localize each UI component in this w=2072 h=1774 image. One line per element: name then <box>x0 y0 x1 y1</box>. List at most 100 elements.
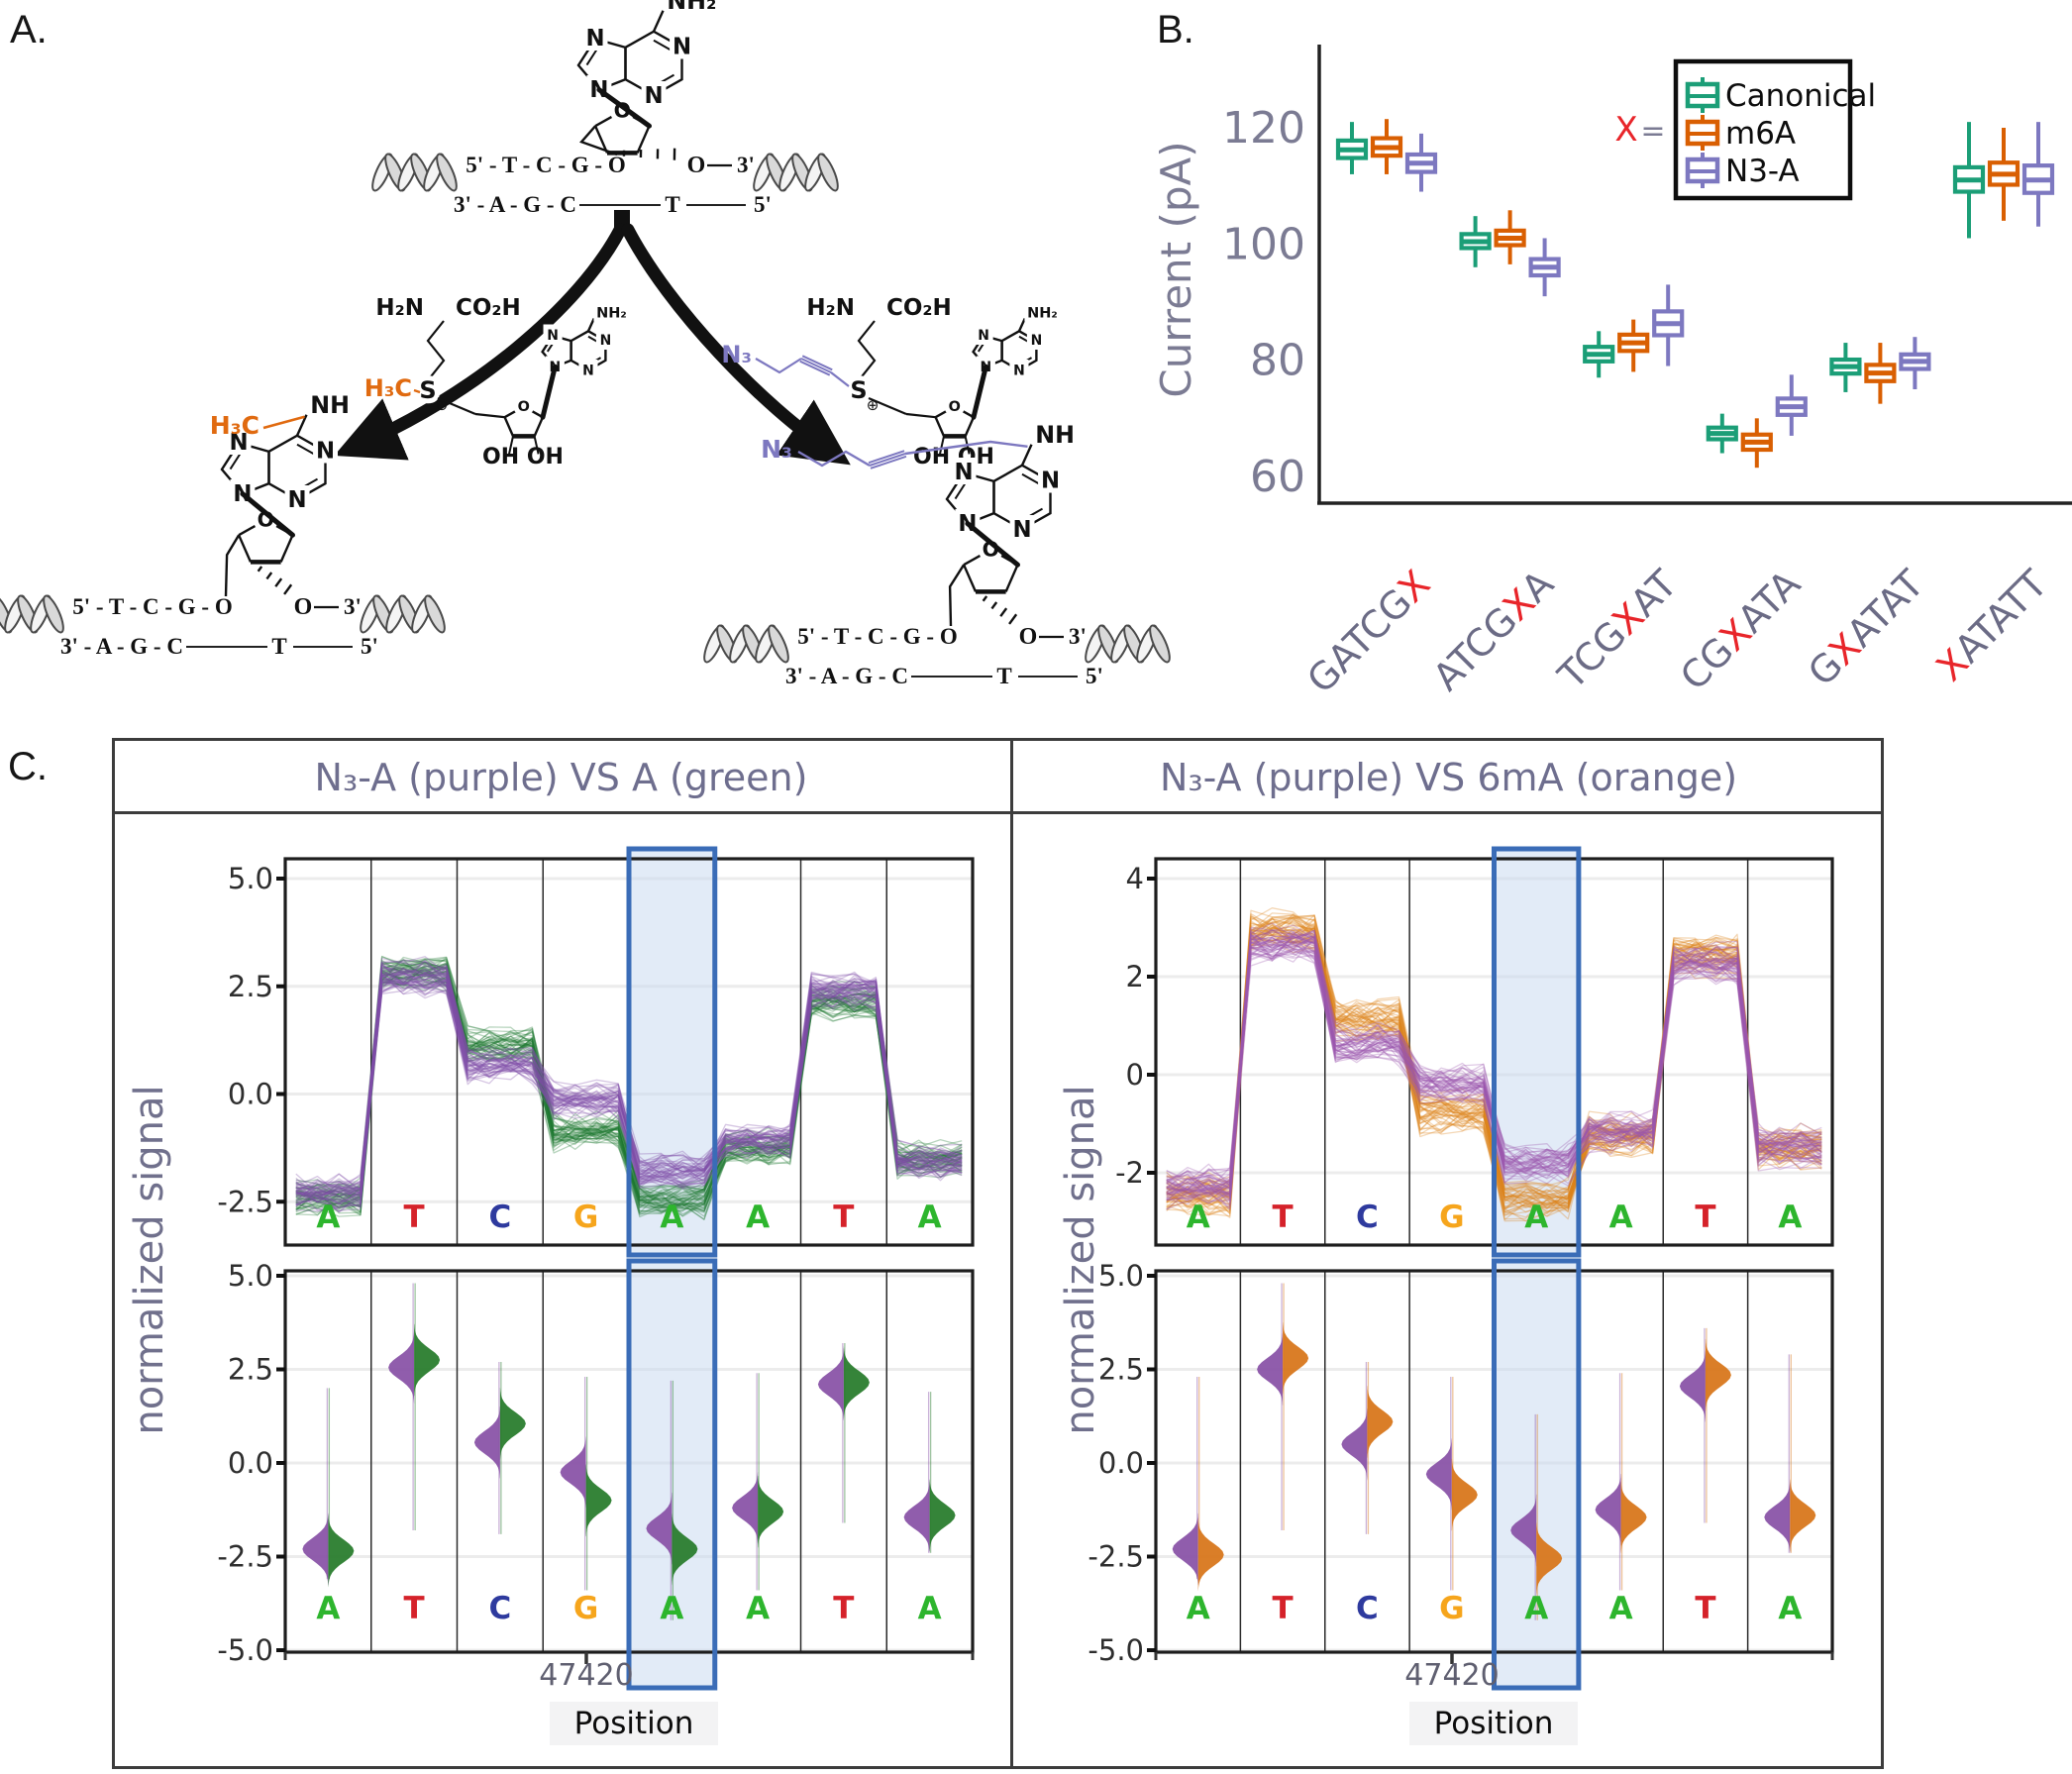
atom-label-n: N <box>1031 333 1043 349</box>
base-letter-T: T <box>1695 1200 1715 1235</box>
atom-label-n: N <box>955 460 974 485</box>
y-tick-label: 5.0 <box>228 862 273 895</box>
right-x-axis-title: Position <box>1409 1702 1578 1745</box>
atom-label-o: O <box>949 399 961 415</box>
violin-half <box>1425 1438 1452 1511</box>
y-axis-title: Current (pA) <box>1152 141 1200 397</box>
highlight-fill <box>629 1261 715 1688</box>
left-x-tick-label: 47420 <box>539 1658 634 1693</box>
violin-half <box>1257 1333 1284 1406</box>
chemistry-scheme: N N N N NH₂ O 5' - T - C - G - O O 3' 3' - A - G … <box>0 0 1171 688</box>
atom-label-o: O <box>294 594 313 620</box>
atom-label-n: N <box>582 363 594 378</box>
panel-c-frame <box>112 738 1884 1769</box>
sequence-top: 5' - T - C - G - O <box>797 624 957 649</box>
base-letter-A: A <box>660 1200 683 1235</box>
base-letter-G: G <box>1439 1200 1464 1235</box>
panel-b-label: B. <box>1157 8 1194 52</box>
panel-c-left-title: N₃-A (purple) VS A (green) <box>314 756 808 799</box>
y-tick-label: 0.0 <box>1098 1446 1144 1480</box>
y-tick-label: -5.0 <box>217 1633 273 1667</box>
sequence-bottom: 3' - A - G - C <box>454 192 576 217</box>
left-violin-subplot: A T C G A A T A 5.0 2.5 0.0 -2.5 -5.0 <box>217 1258 975 1691</box>
atom-label-s: S <box>850 376 867 404</box>
y-tick-label: 80 <box>1250 336 1305 386</box>
oh-labels: OH OH <box>482 445 564 470</box>
sequence-bottom: 3' - A - G - C <box>785 664 908 688</box>
panel-a-chemistry-diagram: N N N N NH₂ O 5' - T - C - G - O O 3' 3' - A - G … <box>0 0 1171 688</box>
atom-label-n: N <box>1041 469 1060 494</box>
sequence-top: 5' - T - C - G - O <box>72 594 232 619</box>
base-letter-A: A <box>316 1591 340 1626</box>
violin-half <box>758 1475 784 1548</box>
x-category-label: TCGXAT <box>1549 562 1686 698</box>
base-letter-A: A <box>1524 1591 1548 1626</box>
highlight-fill <box>1494 849 1579 1255</box>
prime3-label: 3' <box>737 153 755 177</box>
base-letter-T: T <box>404 1591 425 1626</box>
violin-half <box>843 1346 870 1418</box>
base-letter-A: A <box>1609 1200 1633 1235</box>
violin-half <box>302 1513 329 1586</box>
violin-half <box>1341 1408 1368 1481</box>
amine-label: NH₂ <box>667 0 716 15</box>
violin-half <box>672 1513 698 1586</box>
h2n-label: H₂N <box>806 295 855 321</box>
box-series-N3-A <box>1404 122 2055 436</box>
y-tick-label: 2.5 <box>228 970 273 1003</box>
legend-x-symbol: X <box>1614 110 1637 150</box>
violin-half <box>560 1436 586 1509</box>
dna-helix-icon <box>1085 624 1171 664</box>
co2h-label: CO₂H <box>456 295 521 321</box>
panel-c-label: C. <box>8 745 48 788</box>
trace-series-6mA (orange) <box>1166 907 1822 1222</box>
box-series-m6A <box>1370 119 2020 469</box>
h2n-label: H₂N <box>375 295 424 321</box>
y-tick-label: 0.0 <box>228 1078 273 1111</box>
panel-c-divider <box>1010 738 1013 1769</box>
y-tick-label: 100 <box>1222 219 1305 269</box>
right-traces-subplot: A T C G A A T A 4 2 0 -2 <box>1115 846 1834 1258</box>
base-letter-G: G <box>1439 1591 1464 1626</box>
box-series-Canonical <box>1335 122 1986 454</box>
violin-half <box>414 1323 441 1397</box>
prime5-label: 5' <box>1086 664 1103 688</box>
y-tick-label: 120 <box>1222 103 1305 154</box>
base-letter-G: G <box>573 1200 598 1235</box>
base-letter-C: C <box>488 1200 511 1235</box>
violin-half <box>1451 1458 1478 1531</box>
base-letter-T: T <box>1272 1200 1293 1235</box>
base-letter-T: T <box>1272 1591 1293 1626</box>
base-letter-T: T <box>404 1200 425 1235</box>
y-tick-label: 5.0 <box>228 1259 273 1293</box>
panel-c-titlebar <box>112 738 1884 814</box>
violin-half <box>388 1331 415 1404</box>
y-tick-label: 4 <box>1126 862 1144 895</box>
base-letter-C: C <box>1356 1591 1379 1626</box>
atom-label-s: S <box>419 376 436 404</box>
violin-half <box>328 1514 355 1588</box>
base-letter-A: A <box>1609 1591 1633 1626</box>
atom-label-o: O <box>1019 624 1038 650</box>
atom-label-n: N <box>586 26 605 52</box>
violin-half <box>473 1406 500 1479</box>
y-tick-label: 0.0 <box>228 1446 273 1480</box>
prime5-label: 5' <box>754 192 772 217</box>
legend-equals: = <box>1640 114 1665 149</box>
prime5-label: 5' <box>361 634 378 659</box>
methyl-label: H₃C <box>210 411 259 440</box>
y-tick-label: -2.5 <box>1088 1540 1144 1574</box>
base-letter-A: A <box>1778 1200 1802 1235</box>
violin-half <box>646 1492 673 1565</box>
atom-label-o: O <box>518 399 530 415</box>
amine-label: NH <box>1035 421 1075 449</box>
panel-b-boxplot: 60 80 100 120 Current (pA) X = Canonicalm6AN3-A… <box>1152 45 2072 701</box>
base-letter-A: A <box>918 1591 942 1626</box>
amine-label: NH₂ <box>596 305 627 321</box>
left-y-axis-title: normalized signal <box>127 1085 172 1435</box>
violin-half <box>929 1479 956 1552</box>
atom-label-n: N <box>673 35 691 60</box>
left-reaction-arrow <box>334 223 627 461</box>
prime3-label: 3' <box>344 594 362 619</box>
